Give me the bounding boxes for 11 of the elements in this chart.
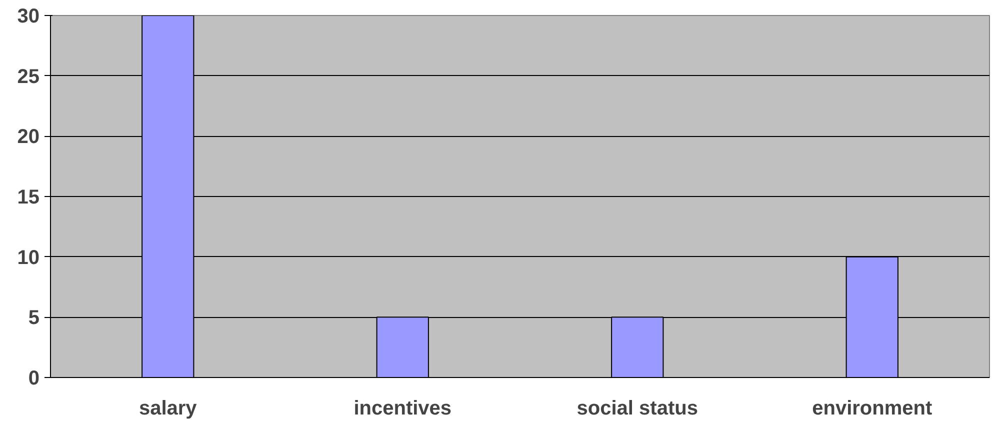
y-tick-label: 20: [17, 126, 40, 148]
x-tick-label: social status: [576, 398, 698, 420]
x-tick-label: incentives: [354, 398, 452, 420]
y-tick-label: 15: [17, 186, 40, 208]
x-tick-label: environment: [812, 398, 932, 420]
y-tick-label: 5: [28, 307, 40, 330]
y-tick-label: 10: [17, 246, 40, 269]
y-tick-label: 30: [17, 6, 40, 28]
y-tick-label: 0: [28, 368, 40, 390]
y-tick-label: 25: [17, 66, 40, 88]
x-tick-label: salary: [138, 398, 198, 420]
